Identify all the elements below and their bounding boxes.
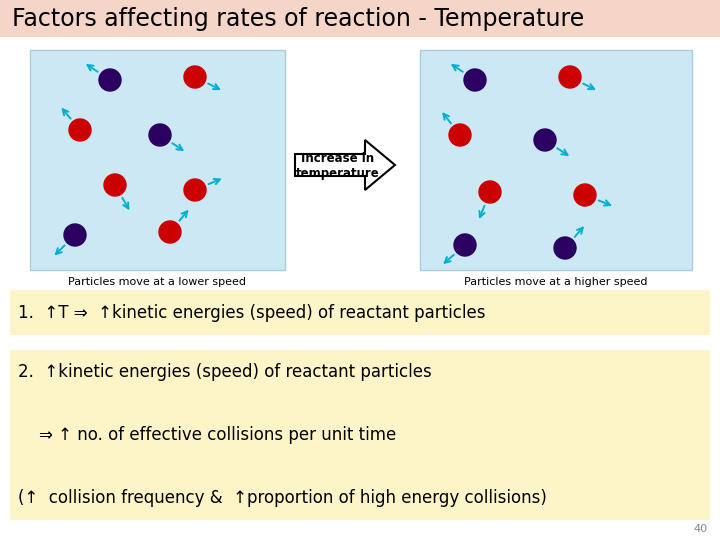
Bar [0,0,720,37]
Bar [30,50,285,270]
Circle shape [184,179,206,201]
Bar [10,350,710,520]
Circle shape [554,237,576,259]
Text: 2.  ↑kinetic energies (speed) of reactant particles: 2. ↑kinetic energies (speed) of reactant… [18,363,432,381]
Circle shape [534,129,556,151]
Circle shape [479,181,501,203]
Circle shape [149,124,171,146]
Text: 1.  ↑T ⇒  ↑kinetic energies (speed) of reactant particles: 1. ↑T ⇒ ↑kinetic energies (speed) of rea… [18,303,485,321]
Bar [10,290,710,335]
Text: 40: 40 [694,524,708,534]
Text: Particles move at a higher speed: Particles move at a higher speed [464,277,648,287]
Text: Increase in: Increase in [302,152,374,165]
Circle shape [99,69,121,91]
Circle shape [184,66,206,88]
Circle shape [454,234,476,256]
Circle shape [64,224,86,246]
FancyArrow shape [295,140,395,190]
Text: Factors affecting rates of reaction - Temperature: Factors affecting rates of reaction - Te… [12,7,584,31]
Text: temperature: temperature [296,167,380,180]
Circle shape [159,221,181,243]
Text: (↑  collision frequency &  ↑proportion of high energy collisions): (↑ collision frequency & ↑proportion of … [18,489,547,507]
Circle shape [574,184,596,206]
Circle shape [449,124,471,146]
Bar [420,50,692,270]
Text: ⇒ ↑ no. of effective collisions per unit time: ⇒ ↑ no. of effective collisions per unit… [18,426,396,444]
Circle shape [69,119,91,141]
Circle shape [464,69,486,91]
Circle shape [104,174,126,196]
Circle shape [559,66,581,88]
Text: Particles move at a lower speed: Particles move at a lower speed [68,277,246,287]
